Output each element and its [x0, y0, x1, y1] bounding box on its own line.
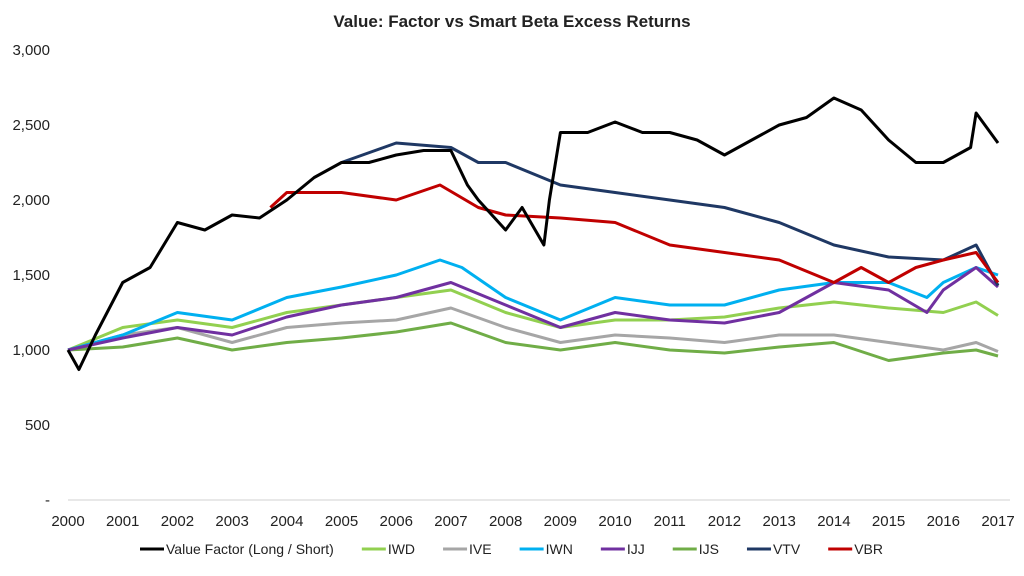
y-tick-label: 3,000	[12, 42, 50, 59]
x-tick-label: 2009	[544, 513, 577, 530]
legend-item: IWD	[361, 541, 415, 557]
y-tick-label: 1,500	[12, 267, 50, 284]
y-tick-label: 500	[25, 417, 50, 434]
legend-item: VTV	[746, 541, 801, 557]
x-tick-label: 2017	[981, 513, 1014, 530]
legend-item: IJS	[672, 541, 719, 557]
series-line-vbr	[269, 183, 1000, 284]
x-tick-label: 2012	[708, 513, 741, 530]
x-tick-label: 2010	[598, 513, 631, 530]
x-tick-label: 2015	[872, 513, 905, 530]
legend-label: VBR	[854, 541, 883, 557]
x-tick-label: 2011	[654, 513, 686, 530]
legend-label: IVE	[469, 541, 492, 557]
x-tick-label: 2001	[106, 513, 139, 530]
x-tick-label: 2004	[270, 513, 303, 530]
y-tick-label: 1,000	[12, 342, 50, 359]
legend-item: VBR	[828, 541, 883, 557]
x-tick-label: 2000	[51, 513, 84, 530]
legend-item: IVE	[443, 541, 492, 557]
legend-label: IWD	[388, 541, 415, 557]
series-group	[66, 96, 1000, 371]
y-tick-label: -	[45, 492, 50, 509]
x-tick-label: 2006	[380, 513, 413, 530]
series-line-iwn	[67, 258, 999, 352]
legend-label: IJS	[699, 541, 719, 557]
x-tick-label: 2008	[489, 513, 522, 530]
y-tick-label: 2,500	[12, 117, 50, 134]
x-tick-label: 2003	[215, 513, 248, 530]
x-tick-label: 2007	[434, 513, 467, 530]
series-line-ive	[67, 306, 999, 353]
legend-label: VTV	[773, 541, 801, 557]
y-tick-label: 2,000	[12, 192, 50, 209]
x-axis: 2000 2001 2002 2003 2004 2005 2006 2007 2008 2009…	[51, 513, 1014, 530]
x-tick-label: 2005	[325, 513, 358, 530]
legend-label: Value Factor (Long / Short)	[166, 541, 334, 557]
y-axis: - 500 1,000 1,500 2,000 2,500 3,000	[12, 42, 50, 509]
series-line-vtv	[340, 141, 1000, 287]
legend-item: IJJ	[600, 541, 645, 557]
chart-title: Value: Factor vs Smart Beta Excess Retur…	[333, 12, 690, 31]
series-line-ijj	[67, 266, 999, 352]
x-tick-label: 2014	[817, 513, 850, 530]
series-line-iwd	[67, 288, 999, 352]
legend-item: Value Factor (Long / Short)	[140, 541, 334, 557]
legend: Value Factor (Long / Short) IWD IVE IWN IJJ I…	[140, 541, 883, 557]
x-tick-label: 2002	[161, 513, 194, 530]
legend-label: IWN	[546, 541, 573, 557]
series-line-value-factor-long-short	[66, 96, 1000, 371]
x-tick-label: 2013	[762, 513, 795, 530]
legend-label: IJJ	[627, 541, 645, 557]
series-line-ijs	[67, 321, 999, 362]
legend-item: IWN	[519, 541, 573, 557]
x-tick-label: 2016	[927, 513, 960, 530]
